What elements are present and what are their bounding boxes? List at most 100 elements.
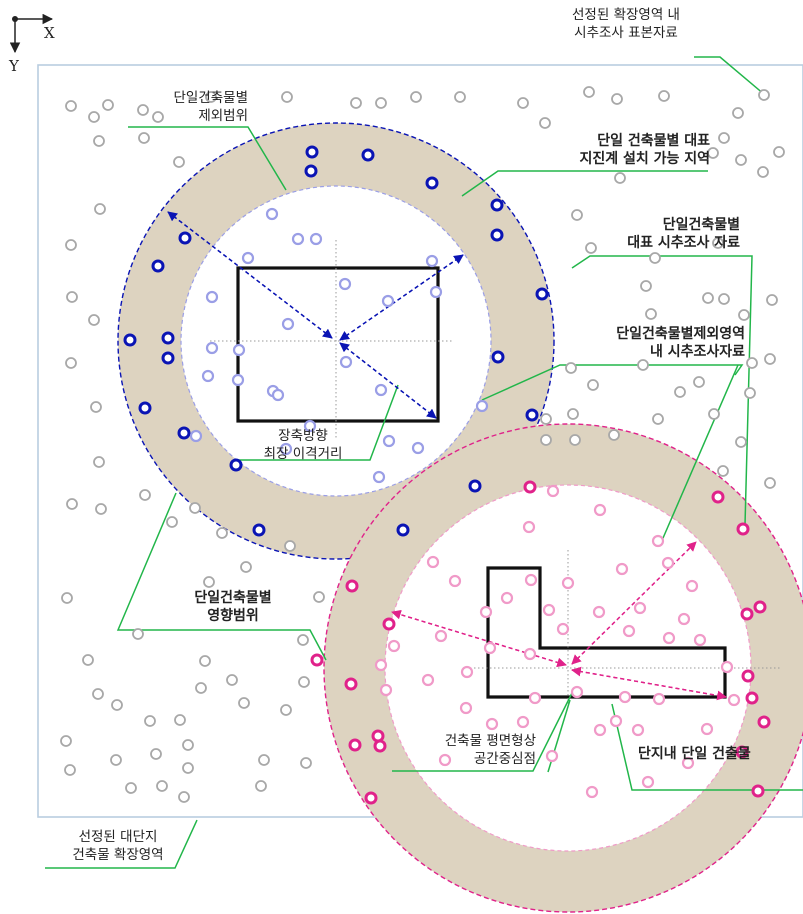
excluded-point-magentalight (438, 753, 452, 767)
excluded-point-magentalight (426, 555, 440, 569)
sample-point-gray (614, 172, 626, 184)
sample-point-gray (611, 93, 623, 105)
excluded-point-lightblue (339, 355, 353, 369)
sample-point-gray (150, 748, 162, 760)
building-b-footprint (486, 566, 727, 699)
label-excluded-zone-data-line1: 단일건축물별제외영역 (616, 326, 745, 342)
excluded-point-lightblue (309, 232, 323, 246)
representative-point-magenta (711, 490, 725, 504)
sample-point-gray (255, 780, 267, 792)
excluded-point-magentalight (556, 622, 570, 636)
sample-point-gray (764, 477, 776, 489)
excluded-point-lightblue (205, 290, 219, 304)
sample-point-gray (173, 156, 185, 168)
sample-point-gray (717, 465, 729, 477)
label-longest-distance-line1: 장축방향 (278, 428, 328, 444)
representative-point-magenta (753, 600, 767, 614)
label-centroid: 건축물 평면형상 공간중심점 (378, 732, 536, 768)
sample-point-gray (583, 86, 595, 98)
label-exclusion-range-line1: 단일건축물별 (173, 90, 248, 106)
sample-point-gray (178, 791, 190, 803)
excluded-point-lightblue (281, 317, 295, 331)
label-expansion-area-line2: 건축물 확장영역 (72, 847, 164, 863)
excluded-point-magentalight (542, 603, 556, 617)
representative-point-blue (178, 231, 192, 245)
sample-point-gray (454, 91, 466, 103)
sample-point-gray (738, 309, 750, 321)
label-representative-data-line1: 단일건축물별 (662, 217, 740, 233)
sample-point-gray (284, 540, 296, 552)
excluded-point-magentalight (693, 633, 707, 647)
label-longest-distance-line2: 최장 이격거리 (263, 446, 343, 462)
representative-point-magenta (741, 669, 755, 683)
sample-point-gray (732, 107, 744, 119)
representative-point-magenta (310, 653, 324, 667)
excluded-point-lightblue (265, 207, 279, 221)
representative-point-magenta (373, 739, 387, 753)
excluded-point-magentalight (516, 715, 530, 729)
sample-point-gray (125, 782, 137, 794)
sample-point-gray (195, 682, 207, 694)
label-representative-data: 단일건축물별 대표 시추조사 자료 (560, 216, 740, 252)
sample-point-gray (693, 376, 705, 388)
sample-point-gray (61, 592, 73, 604)
sample-point-gray (138, 132, 150, 144)
representative-point-magenta (751, 784, 765, 798)
sample-point-gray (658, 90, 670, 102)
excluded-point-lightblue (205, 341, 219, 355)
label-representative-area-line1: 단일 건축물별 대표 (597, 133, 710, 149)
sample-point-gray (569, 434, 581, 446)
excluded-point-magentalight (460, 665, 474, 679)
sample-point-gray (93, 456, 105, 468)
label-centroid-line2: 공간중심점 (473, 751, 536, 767)
sample-point-gray (199, 655, 211, 667)
x-axis-label: X (44, 24, 55, 42)
excluded-point-magentalight (374, 658, 388, 672)
representative-point-blue (491, 350, 505, 364)
sample-point-gray (189, 502, 201, 514)
sample-point-gray (757, 166, 769, 178)
sample-point-gray (64, 764, 76, 776)
representative-point-blue (123, 333, 137, 347)
exclusion-disc-b (385, 485, 751, 851)
excluded-point-magentalight (585, 785, 599, 799)
excluded-point-magentalight (545, 749, 559, 763)
excluded-point-magentalight (633, 601, 647, 615)
sample-point-gray (182, 739, 194, 751)
sample-point-gray (66, 291, 78, 303)
label-single-building: 단지내 단일 건출물 (638, 746, 751, 762)
representative-point-blue (490, 228, 504, 242)
sample-point-gray (281, 91, 293, 103)
excluded-point-magentalight (622, 624, 636, 638)
sample-point-gray (300, 757, 312, 769)
axes-icon (9, 13, 54, 54)
representative-point-magenta (348, 738, 362, 752)
sample-point-gray (707, 147, 719, 159)
sample-point-gray (313, 591, 325, 603)
sample-point-gray (182, 762, 194, 774)
sample-point-gray (111, 699, 123, 711)
representative-point-magenta (740, 607, 754, 621)
excluded-point-magentalight (593, 503, 607, 517)
sample-point-gray (60, 735, 72, 747)
excluded-point-magentalight (615, 562, 629, 576)
sample-point-gray (156, 780, 168, 792)
label-influence-range-line1: 단일건축물별 (194, 590, 272, 606)
sample-point-gray (649, 252, 661, 264)
excluded-point-magentalight (379, 683, 393, 697)
sample-point-gray (139, 489, 151, 501)
representative-point-blue (535, 287, 549, 301)
excluded-point-lightblue (189, 429, 203, 443)
borehole-points (60, 86, 785, 805)
sample-point-gray (66, 498, 78, 510)
excluded-point-magentalight (570, 685, 584, 699)
sample-point-gray (102, 99, 114, 111)
representative-point-magenta (523, 480, 537, 494)
representative-point-blue (468, 479, 482, 493)
sample-point-gray (539, 117, 551, 129)
excluded-point-magentalight (727, 693, 741, 707)
representative-point-magenta (364, 791, 378, 805)
representative-point-magenta (735, 745, 749, 759)
label-expansion-area-line1: 선정된 대단지 (78, 829, 158, 845)
sample-point-gray (174, 714, 186, 726)
